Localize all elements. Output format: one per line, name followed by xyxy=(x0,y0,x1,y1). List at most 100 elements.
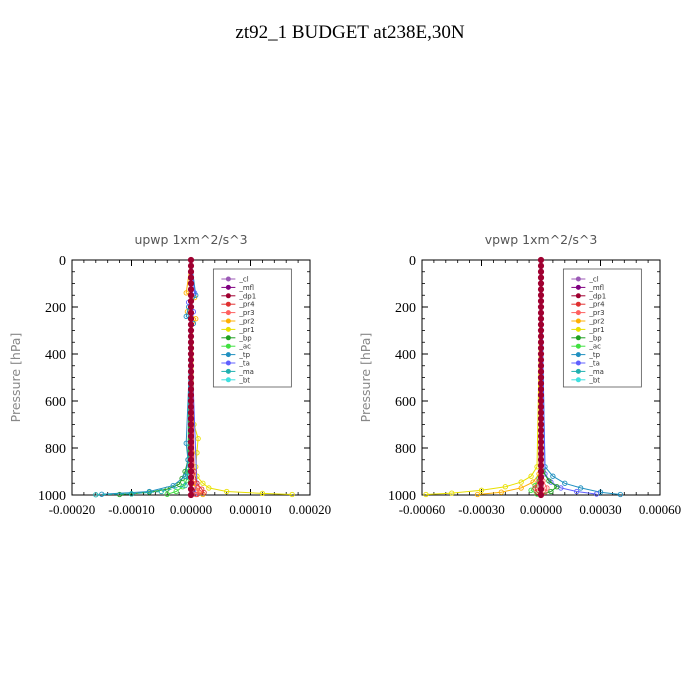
data-point-_dp1 xyxy=(187,462,195,469)
data-point-_dp1 xyxy=(187,480,195,487)
data-point-_pr2 xyxy=(188,468,194,475)
data-point-_bp xyxy=(554,484,560,490)
data-point-_dp1 xyxy=(537,439,545,446)
legend-label: _pr2 xyxy=(588,318,604,326)
data-point-_ta xyxy=(548,479,554,485)
legend-label: _tp xyxy=(238,351,250,359)
data-point-_pr2 xyxy=(193,316,199,322)
data-point-_ac xyxy=(528,487,534,493)
legend-label: _mfl xyxy=(238,284,254,292)
legend-marker-_pr2 xyxy=(225,318,231,324)
data-point-_ac xyxy=(538,257,544,263)
data-point-_dp1 xyxy=(187,403,195,410)
y-tick-label: 400 xyxy=(395,348,416,363)
data-point-_dp1 xyxy=(187,274,195,281)
data-point-_pr4 xyxy=(194,491,200,498)
data-point-_dp1 xyxy=(537,333,545,340)
data-point-_bp xyxy=(538,257,544,263)
data-point-_pr4 xyxy=(534,489,540,495)
data-point-_dp1 xyxy=(187,439,195,446)
data-point-_dp1 xyxy=(187,444,195,452)
data-point-_dp1 xyxy=(537,345,545,352)
data-point-_ac xyxy=(173,488,179,495)
data-point-_dp1 xyxy=(187,339,195,346)
legend-label: _pr4 xyxy=(588,301,605,309)
data-point-_bp xyxy=(538,491,544,498)
legend-label: _pr2 xyxy=(238,318,254,326)
data-point-_dp1 xyxy=(187,321,195,328)
legend-label: _bt xyxy=(588,376,600,384)
data-point-_dp1 xyxy=(537,274,545,281)
legend-label: _pr3 xyxy=(588,309,604,317)
data-point-_pr2 xyxy=(188,327,194,334)
data-point-_tp xyxy=(193,292,199,298)
data-point-_dp1 xyxy=(187,309,195,316)
data-point-_dp1 xyxy=(187,327,195,334)
data-point-_dp1 xyxy=(537,456,545,463)
data-point-_ta xyxy=(185,299,192,305)
data-point-_tp xyxy=(538,257,544,263)
data-point-_bp xyxy=(185,457,191,463)
data-point-_ma xyxy=(185,473,191,479)
y-axis-label: Pressure [hPa] xyxy=(358,333,373,423)
series-line-_ta xyxy=(540,259,597,495)
data-point-_pr1 xyxy=(206,485,212,491)
plot-frame xyxy=(421,259,661,496)
data-point-_dp1 xyxy=(187,468,195,475)
data-point-_tp xyxy=(550,473,556,479)
data-point-_ac xyxy=(534,491,540,497)
data-point-_pr3 xyxy=(538,492,544,498)
series-line-_ac xyxy=(530,259,542,495)
data-point-_tp xyxy=(562,480,568,486)
data-point-_dp1 xyxy=(187,386,195,393)
data-point-_dp1 xyxy=(187,286,195,293)
data-point-_dp1 xyxy=(188,492,194,498)
data-point-_tp xyxy=(188,257,194,263)
data-point-_dp1 xyxy=(537,374,545,381)
data-point-_ta xyxy=(188,327,194,334)
data-point-_mfl xyxy=(188,492,194,498)
series-line-_tp xyxy=(101,259,197,495)
legend-label: _mfl xyxy=(588,284,604,292)
data-point-_dp1 xyxy=(537,303,545,311)
data-point-_dp1 xyxy=(187,292,195,299)
data-point-_tp xyxy=(170,482,176,489)
legend-marker-_pr3 xyxy=(225,310,231,316)
data-point-_tp xyxy=(182,473,188,479)
data-point-_pr1 xyxy=(528,473,534,479)
data-point-_pr2 xyxy=(498,489,504,495)
data-point-_ta xyxy=(188,257,194,263)
legend-marker-_ma xyxy=(225,368,231,374)
series-line-_pr4 xyxy=(190,259,205,495)
legend-label: _pr3 xyxy=(238,309,254,317)
data-point-_dp1 xyxy=(537,491,545,499)
legend-label: _pr1 xyxy=(238,326,254,334)
legend-marker-_cl xyxy=(225,276,231,282)
x-tick-label: -0.00020 xyxy=(49,502,96,517)
data-point-_pr1 xyxy=(191,421,197,428)
data-point-_tp xyxy=(597,489,604,495)
legend-box xyxy=(212,268,292,388)
data-point-_ma xyxy=(182,482,188,489)
data-point-_dp1 xyxy=(537,350,545,358)
legend-label: _cl xyxy=(238,276,248,284)
data-point-_cl xyxy=(188,492,194,498)
data-point-_ac xyxy=(532,482,538,489)
series-line-_pr3 xyxy=(190,259,200,495)
data-point-_ac xyxy=(183,478,189,484)
data-point-_dp1 xyxy=(187,380,195,387)
page-title: zt92_1 BUDGET at238E,30N xyxy=(235,22,465,43)
legend-marker-_bp xyxy=(225,335,231,341)
legend-marker-_cl xyxy=(575,276,581,282)
data-point-_pr4 xyxy=(532,485,538,491)
y-tick-label: 400 xyxy=(45,348,66,363)
y-tick-label: 1000 xyxy=(38,489,66,504)
data-point-_pr3 xyxy=(538,257,544,263)
data-point-_pr1 xyxy=(534,464,540,470)
data-point-_dp1 xyxy=(537,433,545,440)
data-point-_dp1 xyxy=(537,309,545,316)
data-point-_pr3 xyxy=(190,478,197,484)
data-point-_dp1 xyxy=(187,315,195,322)
y-tick-label: 600 xyxy=(395,395,416,410)
data-point-_pr2 xyxy=(188,257,194,263)
